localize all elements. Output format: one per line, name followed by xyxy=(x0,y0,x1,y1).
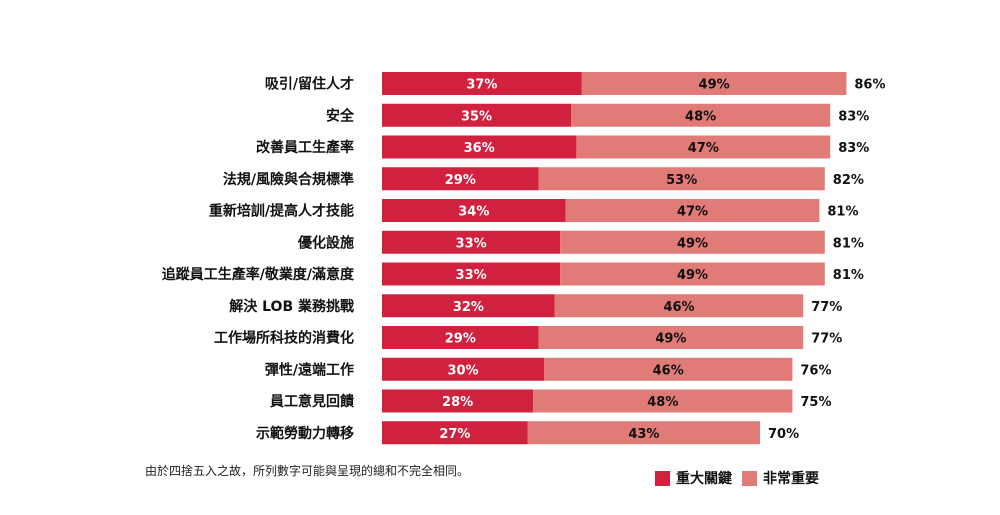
category-label: 員工意見回饋 xyxy=(269,393,354,410)
total-label: 77% xyxy=(811,300,842,315)
bar-critical xyxy=(382,72,582,95)
legend-swatch-critical xyxy=(655,470,670,486)
bar-critical xyxy=(382,421,528,445)
legend-label-very-important: 非常重要 xyxy=(763,471,819,487)
category-label: 解決 LOB 業務挑戰 xyxy=(229,298,354,315)
total-label: 70% xyxy=(768,427,799,442)
bar-very-important xyxy=(527,421,760,445)
bar-very-important xyxy=(538,167,825,191)
total-label: 81% xyxy=(827,205,858,220)
bar-very-important xyxy=(565,199,820,222)
data-label-very-important: 49% xyxy=(655,332,686,347)
bar-very-important xyxy=(576,135,831,159)
bar-critical xyxy=(382,262,561,286)
bar-critical xyxy=(382,199,566,222)
data-label-critical: 29% xyxy=(445,173,476,188)
bar-critical xyxy=(382,103,571,127)
total-label: 77% xyxy=(811,332,842,347)
category-label: 工作場所科技的消費化 xyxy=(214,330,354,347)
data-label-very-important: 43% xyxy=(628,427,659,442)
category-label: 重新培訓/提高人才技能 xyxy=(209,203,354,220)
data-label-very-important: 49% xyxy=(677,268,708,283)
data-label-critical: 29% xyxy=(445,332,476,347)
legend-item-critical: 重大關鍵 xyxy=(655,468,732,488)
bar-very-important xyxy=(560,230,825,254)
legend-label-critical: 重大關鍵 xyxy=(676,471,732,487)
bar-critical xyxy=(382,389,534,413)
data-label-critical: 32% xyxy=(453,300,484,315)
data-label-very-important: 47% xyxy=(688,141,719,156)
bar-critical xyxy=(382,357,544,381)
total-label: 75% xyxy=(800,395,831,410)
bar-very-important xyxy=(544,357,793,381)
bar-critical xyxy=(382,294,555,318)
category-label: 改善員工生產率 xyxy=(256,139,354,156)
data-label-very-important: 48% xyxy=(647,395,678,410)
category-label: 優化設施 xyxy=(297,234,354,251)
bar-critical xyxy=(382,230,561,254)
category-label: 彈性/遠端工作 xyxy=(265,361,354,378)
legend-swatch-very-important xyxy=(742,470,757,486)
bar-critical xyxy=(382,135,577,159)
data-label-very-important: 49% xyxy=(699,78,730,93)
bar-very-important xyxy=(560,262,825,286)
stacked-bar-chart: 吸引/留住人才 37% 49% 86% 安全 35% 48% 83% 改善員工生產率 36% 47%… xyxy=(162,72,886,445)
data-label-critical: 33% xyxy=(456,268,487,283)
category-label: 安全 xyxy=(326,107,355,124)
data-label-critical: 30% xyxy=(447,363,478,378)
data-label-critical: 27% xyxy=(439,427,470,442)
data-label-critical: 35% xyxy=(461,109,492,124)
bar-very-important xyxy=(533,389,793,413)
total-label: 83% xyxy=(838,141,869,156)
total-label: 86% xyxy=(854,78,885,93)
bar-critical xyxy=(382,326,539,349)
total-label: 82% xyxy=(833,173,864,188)
category-label: 追蹤員工生產率/敬業度/滿意度 xyxy=(162,266,355,283)
total-label: 76% xyxy=(800,363,831,378)
category-label: 示範勞動力轉移 xyxy=(256,425,354,442)
data-label-critical: 33% xyxy=(456,236,487,251)
data-label-critical: 37% xyxy=(466,78,497,93)
bar-very-important xyxy=(581,72,847,95)
footnote: 由於四捨五入之故，所列數字可能與呈現的總和不完全相同。 xyxy=(145,464,470,478)
data-label-very-important: 47% xyxy=(677,205,708,220)
category-label: 法規/風險與合規標準 xyxy=(223,171,354,188)
data-label-very-important: 48% xyxy=(685,109,716,124)
bar-very-important xyxy=(571,103,831,127)
data-label-critical: 36% xyxy=(464,141,495,156)
data-label-very-important: 46% xyxy=(663,300,694,315)
data-label-critical: 34% xyxy=(458,205,489,220)
total-label: 81% xyxy=(833,236,864,251)
total-label: 83% xyxy=(838,109,869,124)
data-label-very-important: 49% xyxy=(677,236,708,251)
data-label-very-important: 46% xyxy=(653,363,684,378)
category-label: 吸引/留住人才 xyxy=(265,76,354,93)
data-label-critical: 28% xyxy=(442,395,473,410)
bar-very-important xyxy=(538,326,804,349)
data-label-very-important: 53% xyxy=(666,173,697,188)
legend: 重大關鍵 非常重要 xyxy=(655,468,819,488)
total-label: 81% xyxy=(833,268,864,283)
bar-very-important xyxy=(554,294,804,318)
bar-critical xyxy=(382,167,539,191)
legend-item-very-important: 非常重要 xyxy=(742,468,819,488)
